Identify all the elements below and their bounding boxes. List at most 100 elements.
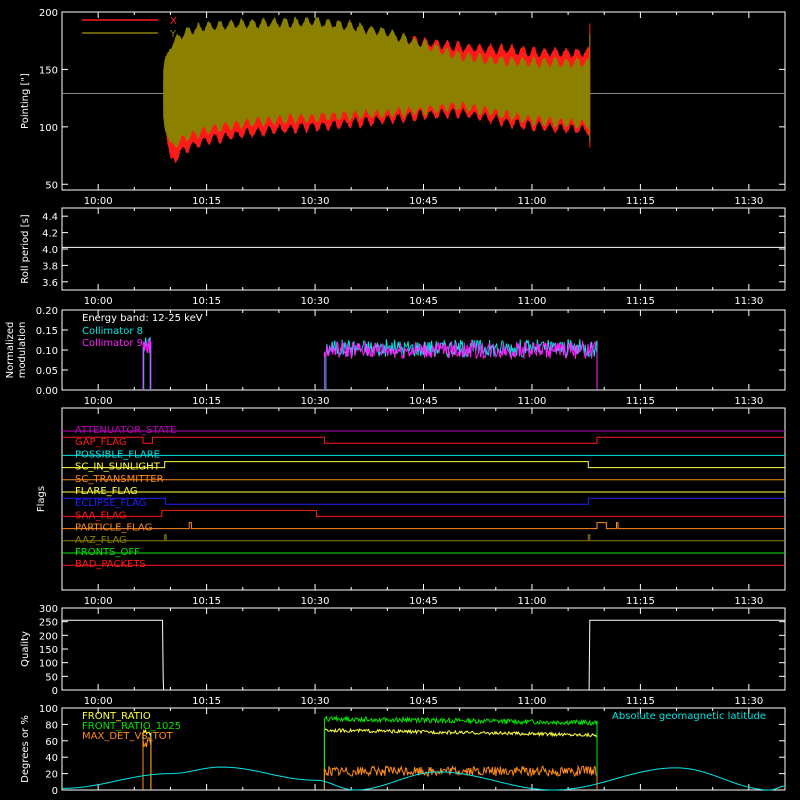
series-max-det-vs-tot-segment [142, 737, 152, 790]
flag-label: PARTICLE_FLAG [75, 523, 152, 534]
flag-line-gap-flag [62, 436, 785, 444]
y-tick-label: 150 [39, 645, 58, 656]
y-tick-label: 100 [39, 704, 58, 715]
y-axis-label: Degrees or % [20, 715, 31, 783]
series-collimator-9-segment [323, 339, 598, 390]
y-tick-label: 200 [39, 8, 58, 19]
panel-quality: 10:00 10:15 10:30 10:45 11:00 11:15 11:30 0 50 10… [20, 604, 786, 707]
quality-line [62, 619, 785, 691]
y-tick-label: 50 [45, 672, 58, 683]
x-tick-label: 10:45 [409, 196, 438, 207]
panel-roll: 10:00 10:15 10:30 10:45 11:00 11:15 11:30 3.6 3.… [20, 207, 786, 307]
y-tick-label: 0.15 [36, 326, 58, 337]
y-tick-label: 0.20 [36, 306, 58, 317]
legend-label: Collimator 8 [82, 326, 143, 337]
flag-label: FRONTS_OFF [75, 547, 140, 558]
x-tick-label: 11:15 [626, 196, 655, 207]
y-tick-label: 80 [45, 720, 58, 731]
flag-label: GAP_FLAG [75, 437, 127, 448]
x-tick-label: 10:15 [192, 196, 221, 207]
flag-line-particle-flag [62, 522, 785, 530]
y-tick-label: 0 [52, 686, 58, 697]
flag-label: SAA_FLAG [75, 510, 126, 521]
legend-label: Absolute geomagnetic latitude [612, 711, 766, 722]
legend-label: Collimator 9 [82, 338, 143, 349]
x-tick-label: 11:15 [626, 596, 655, 607]
flag-label: ATTENUATOR_STATE [75, 425, 176, 436]
x-tick-label: 11:30 [734, 696, 763, 707]
y-tick-label: 100 [39, 123, 58, 134]
flag-line-sc-in-sunlight [62, 461, 785, 469]
y-tick-label: 0 [52, 786, 58, 797]
flag-label: POSSIBLE_FLARE [75, 449, 160, 460]
series-front-ratio-segment [323, 727, 598, 790]
flag-line-saa-flag [62, 509, 785, 517]
x-tick-label: 10:00 [84, 596, 113, 607]
y-tick-label: 3.8 [42, 261, 58, 272]
y-tick-label: 300 [39, 604, 58, 615]
x-tick-label: 11:00 [518, 196, 547, 207]
y-axis-label-line1: Normalized [5, 322, 16, 379]
panel-modulation: 10:00 10:15 10:30 10:45 11:00 11:15 11:30 0.00 0… [5, 306, 786, 407]
x-tick-label: 10:30 [301, 696, 330, 707]
series-y-band [163, 16, 590, 148]
y-tick-label: 200 [39, 631, 58, 642]
x-tick-label: 10:15 [192, 696, 221, 707]
y-tick-label: 4.4 [42, 212, 58, 223]
x-tick-label: 11:15 [626, 396, 655, 407]
x-tick-label: 10:00 [84, 196, 113, 207]
x-tick-label: 10:30 [301, 296, 330, 307]
series-geomagnetic-latitude [61, 766, 786, 791]
x-tick-label: 10:00 [84, 396, 113, 407]
x-tick-label: 10:45 [409, 696, 438, 707]
y-axis-label: Quality [20, 631, 31, 667]
x-tick-label: 11:30 [734, 396, 763, 407]
series-collimator-9-segment [142, 338, 152, 390]
x-tick-label: 11:30 [734, 596, 763, 607]
y-tick-label: 4.2 [42, 229, 58, 240]
flag-label: SC_IN_SUNLIGHT [75, 462, 161, 473]
y-tick-label: 4.0 [42, 245, 58, 256]
x-tick-label: 11:30 [734, 296, 763, 307]
x-tick-label: 11:00 [518, 396, 547, 407]
y-tick-label: 50 [45, 180, 58, 191]
y-tick-label: 60 [45, 737, 58, 748]
panel-pointing: 10:00 10:15 10:30 10:45 11:00 11:15 11:30 50 100… [20, 8, 786, 207]
series-max-det-vs-tot-segment [323, 764, 598, 790]
y-axis-label: Flags [36, 486, 47, 512]
x-tick-label: 10:00 [84, 696, 113, 707]
x-tick-label: 10:30 [301, 396, 330, 407]
x-tick-label: 10:30 [301, 196, 330, 207]
y-tick-label: 0.10 [36, 346, 58, 357]
x-tick-label: 11:15 [626, 296, 655, 307]
x-tick-label: 10:45 [409, 396, 438, 407]
y-axis-label-line2: modulation [17, 322, 28, 379]
y-tick-label: 100 [39, 659, 58, 670]
x-tick-label: 11:15 [626, 696, 655, 707]
y-tick-label: 0.00 [36, 386, 58, 397]
y-axis-label: Pointing ["] [20, 73, 31, 129]
flag-label: AAZ_FLAG [75, 535, 127, 546]
flag-line-aaz-flag [62, 534, 785, 542]
x-tick-label: 11:30 [734, 196, 763, 207]
x-tick-label: 11:00 [518, 596, 547, 607]
x-tick-label: 10:45 [409, 296, 438, 307]
y-tick-label: 20 [45, 770, 58, 781]
y-axis-label: Roll period [s] [20, 214, 31, 283]
legend-title: Energy band: 12-25 keV [82, 313, 203, 324]
x-tick-label: 10:30 [301, 596, 330, 607]
x-tick-label: 11:00 [518, 696, 547, 707]
plot-frame [61, 207, 786, 291]
series-front-ratio-1025-segment [323, 714, 598, 790]
legend-label: MAX_DET_VS_TOT [82, 731, 174, 742]
y-tick-label: 150 [39, 65, 58, 76]
x-tick-label: 10:15 [192, 296, 221, 307]
flag-line-eclipse-flag [62, 497, 785, 505]
series-front-ratio-segment [142, 728, 152, 790]
y-tick-label: 250 [39, 618, 58, 629]
x-tick-label: 10:45 [409, 596, 438, 607]
x-tick-label: 11:00 [518, 296, 547, 307]
x-tick-label: 10:15 [192, 396, 221, 407]
legend-label: FRONT_RATIO [82, 711, 151, 722]
